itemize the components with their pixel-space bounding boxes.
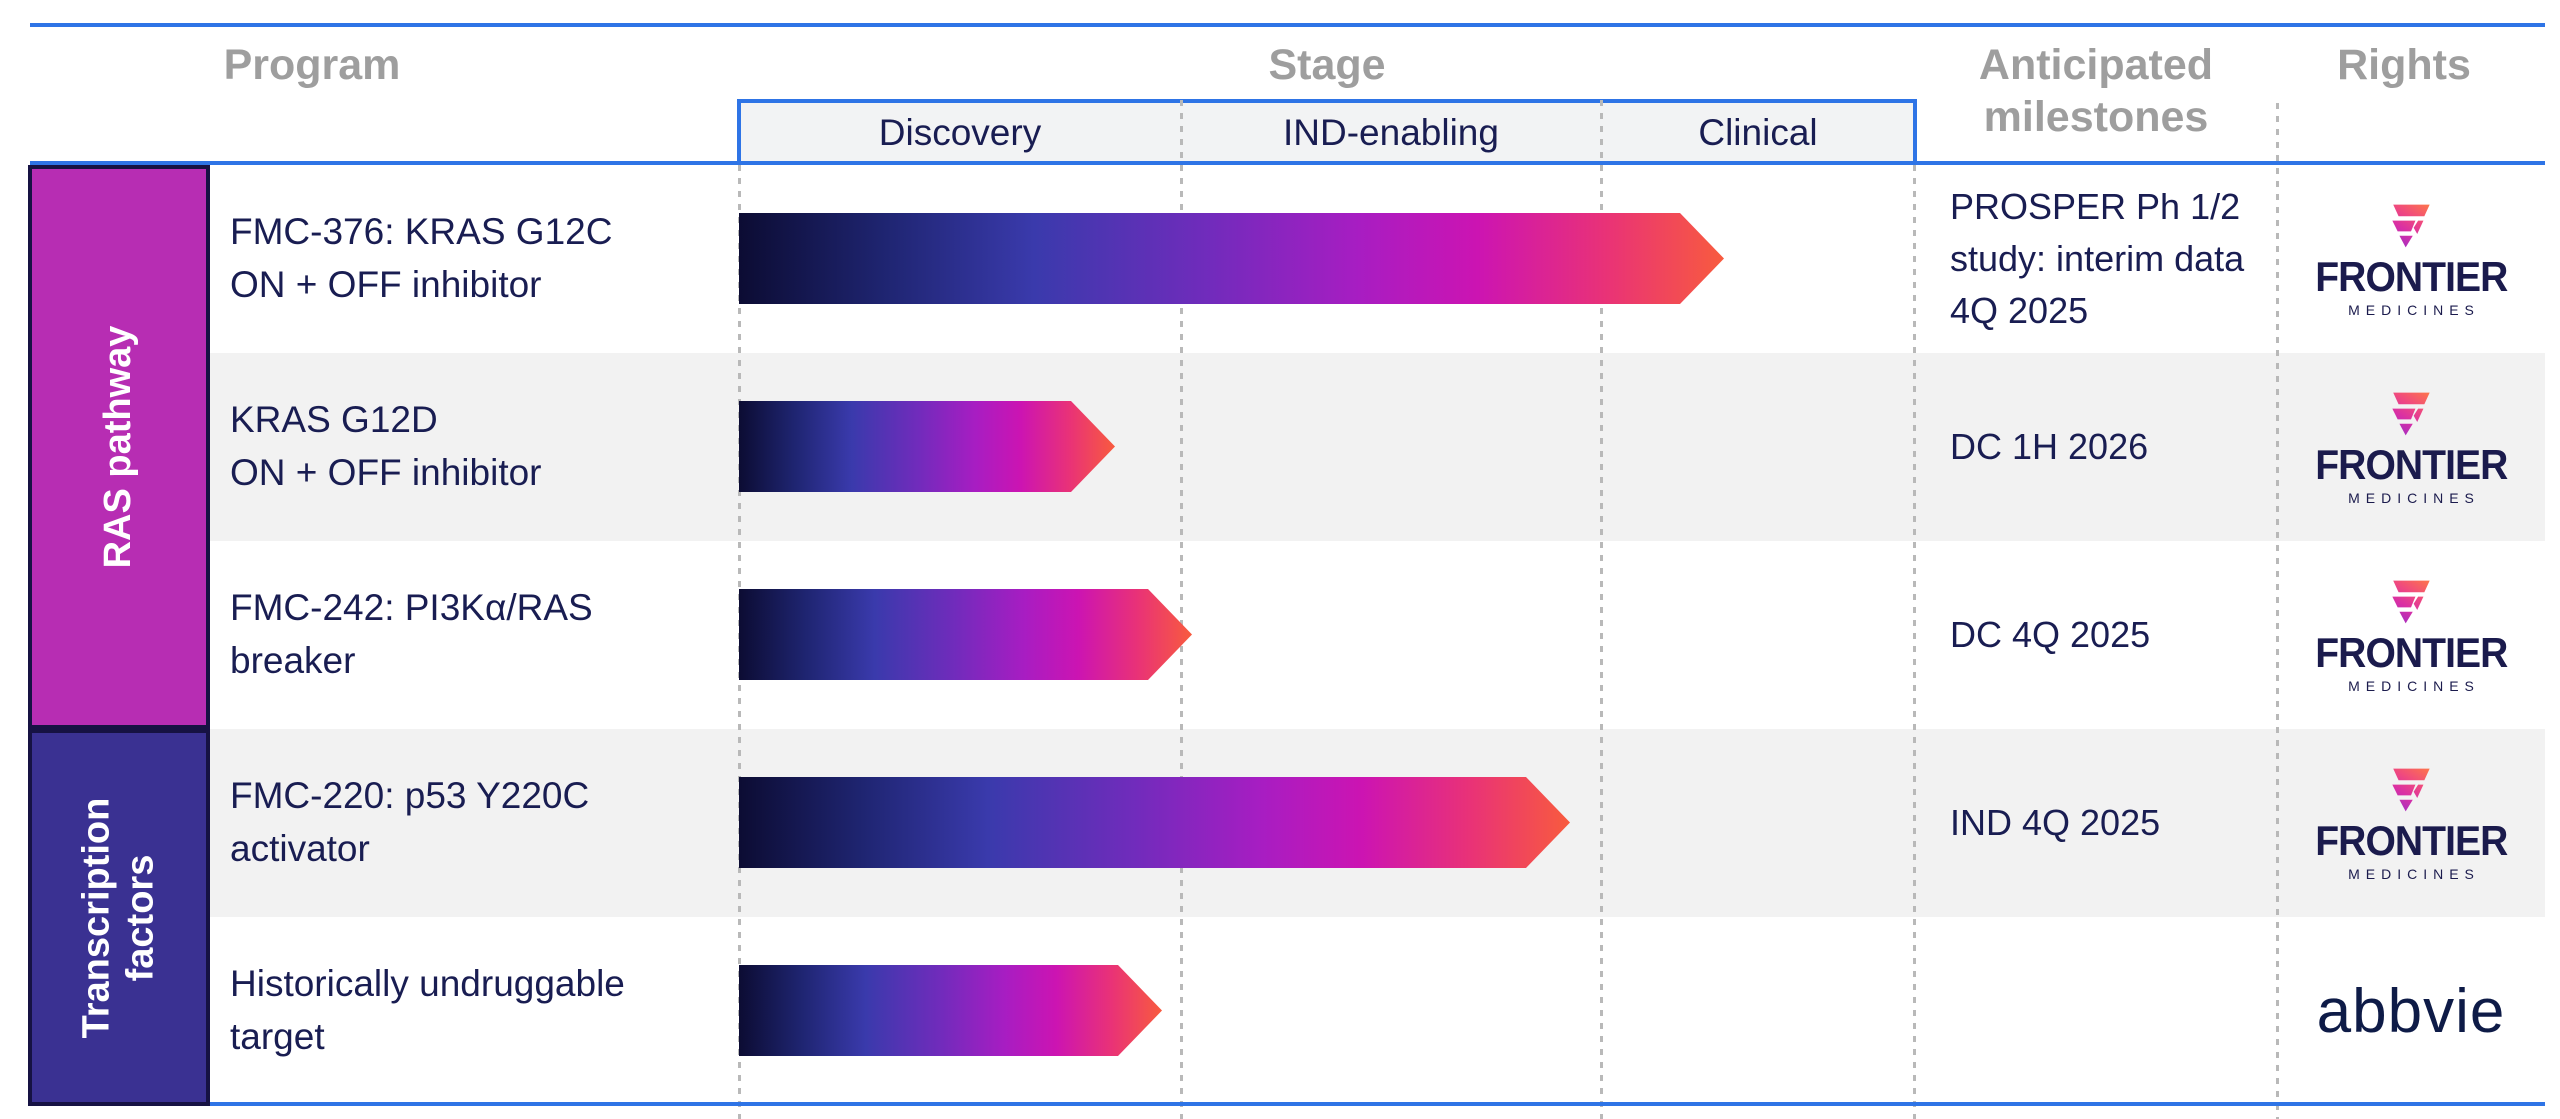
column-divider (1180, 100, 1183, 1119)
frontier-medicines-logo: FRONTIER MEDICINES (2308, 765, 2515, 881)
rights-logo-cell: abbvie (2277, 917, 2545, 1105)
program-name: Historically undruggable target (230, 917, 750, 1105)
program-line: FMC-376: KRAS G12C (230, 211, 613, 253)
milestone-line: IND 4Q 2025 (1950, 802, 2161, 844)
pipeline-row: FMC-376: KRAS G12C ON + OFF inhibitor PR… (210, 165, 2545, 353)
program-name: FMC-220: p53 Y220C activator (230, 729, 750, 917)
program-line: target (230, 1016, 325, 1057)
frontier-funnel-icon (2392, 392, 2430, 436)
program-line: KRAS G12D (230, 399, 438, 441)
frontier-wordmark: FRONTIER (2314, 629, 2508, 676)
column-divider (2276, 103, 2279, 1119)
frontier-medicines-sub: MEDICINES (2348, 302, 2480, 318)
pipeline-row: Historically undruggable target abbvie (210, 917, 2545, 1105)
rights-logo-cell: FRONTIER MEDICINES (2277, 541, 2545, 729)
abbvie-logo: abbvie (2316, 976, 2506, 1046)
pipeline-row: KRAS G12D ON + OFF inhibitor DC 1H 2026 (210, 353, 2545, 541)
pipeline-row: FMC-242: PI3Kα/RAS breaker DC 4Q 2025 (210, 541, 2545, 729)
top-rule (30, 23, 2545, 27)
milestone-line: 4Q 2025 (1950, 289, 2089, 331)
stage-progress-bar (739, 965, 1162, 1056)
group-transcription-factors: Transcription factors (28, 729, 210, 1106)
column-divider (1913, 165, 1916, 1119)
group-ras-pathway: RAS pathway (28, 165, 210, 729)
frontier-medicines-sub: MEDICINES (2348, 678, 2480, 694)
milestone-text: DC 1H 2026 (1950, 353, 2290, 541)
frontier-funnel-icon (2392, 580, 2430, 624)
column-header-anticipated-milestones: Anticipated milestones (1978, 41, 2214, 141)
milestone-text: IND 4Q 2025 (1950, 729, 2290, 917)
milestone-line: DC 1H 2026 (1950, 426, 2149, 468)
frontier-wordmark: FRONTIER (2314, 441, 2508, 488)
program-line: breaker (230, 640, 356, 681)
frontier-medicines-logo: FRONTIER MEDICINES (2308, 389, 2515, 505)
program-name: FMC-242: PI3Kα/RAS breaker (230, 541, 750, 729)
frontier-medicines-logo: FRONTIER MEDICINES (2308, 577, 2515, 693)
column-divider (1600, 100, 1603, 1119)
program-line: FMC-242: PI3Kα/RAS (230, 587, 593, 629)
program-line: ON + OFF inhibitor (230, 452, 542, 493)
program-line: FMC-220: p53 Y220C (230, 775, 590, 817)
frontier-wordmark: FRONTIER (2314, 253, 2508, 300)
frontier-funnel-icon (2392, 204, 2430, 248)
program-line: ON + OFF inhibitor (230, 264, 542, 305)
group-label: RAS pathway (97, 325, 140, 569)
stage-column-clinical: Clinical (1698, 112, 1818, 153)
stage-header-box (737, 99, 1917, 165)
column-header-stage: Stage (1268, 41, 1386, 89)
rights-logo-cell: FRONTIER MEDICINES (2277, 165, 2545, 353)
stage-progress-bar (739, 777, 1570, 868)
frontier-wordmark: FRONTIER (2314, 817, 2508, 864)
program-name: KRAS G12D ON + OFF inhibitor (230, 353, 750, 541)
program-name: FMC-376: KRAS G12C ON + OFF inhibitor (230, 165, 750, 353)
rights-logo-cell: FRONTIER MEDICINES (2277, 729, 2545, 917)
row-bg (210, 353, 2545, 541)
stage-progress-bar (739, 213, 1724, 304)
frontier-medicines-sub: MEDICINES (2348, 866, 2480, 882)
stage-column-discovery: Discovery (878, 112, 1042, 153)
rights-logo-cell: FRONTIER MEDICINES (2277, 353, 2545, 541)
stage-progress-bar (739, 401, 1115, 492)
frontier-medicines-logo: FRONTIER MEDICINES (2308, 201, 2515, 317)
stage-progress-bar (739, 589, 1192, 680)
frontier-medicines-sub: MEDICINES (2348, 490, 2480, 506)
column-header-program: Program (223, 41, 401, 89)
header-rule (30, 161, 2545, 165)
program-line: Historically undruggable (230, 963, 625, 1005)
pipeline-row: FMC-220: p53 Y220C activator IND 4Q 2025 (210, 729, 2545, 917)
milestone-line: PROSPER Ph 1/2 (1950, 186, 2241, 228)
bottom-rule (30, 1102, 2545, 1106)
frontier-funnel-icon (2392, 768, 2430, 812)
milestone-line: DC 4Q 2025 (1950, 614, 2151, 656)
program-line: activator (230, 828, 370, 869)
group-label: Transcription factors (75, 797, 161, 1038)
milestone-text: DC 4Q 2025 (1950, 541, 2290, 729)
milestone-line: study: interim data (1950, 238, 2245, 280)
column-header-rights: Rights (2337, 41, 2471, 89)
milestone-text: PROSPER Ph 1/2 study: interim data 4Q 20… (1950, 165, 2290, 353)
stage-column-ind-enabling: IND-enabling (1283, 112, 1499, 153)
